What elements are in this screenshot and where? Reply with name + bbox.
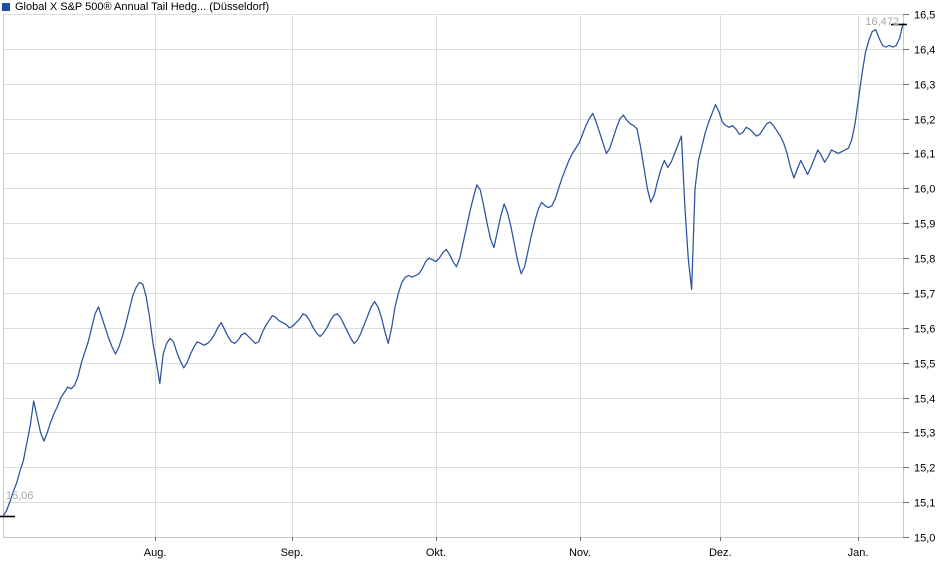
- y-axis-tick-label: 15,2: [914, 463, 935, 475]
- x-axis-tick-label: Aug.: [144, 547, 167, 559]
- price-series-line: [2, 23, 904, 517]
- y-axis-tick-label: 16,0: [914, 184, 935, 196]
- x-axis-tick-label: Sep.: [281, 547, 304, 559]
- x-axis-tick-label: Nov.: [569, 547, 591, 559]
- y-axis-tick-label: 15,7: [914, 289, 935, 301]
- y-axis-tick-label: 15,8: [914, 254, 935, 266]
- y-axis-labels: 16,5 16,4 16,3 16,2 16,1 16,0 15,9 15,8 15,7 15,6…: [914, 10, 935, 545]
- series-color-swatch-icon: [2, 3, 10, 11]
- x-axis-tick-label: Dez.: [709, 547, 732, 559]
- y-axis-tick-label: 15,9: [914, 219, 935, 231]
- chart-title-bar: Global X S&P 500® Annual Tail Hedg... (D…: [0, 0, 940, 14]
- page-title: Global X S&P 500® Annual Tail Hedg... (D…: [15, 1, 270, 13]
- y-axis-tick-label: 15,6: [914, 324, 935, 336]
- y-axis-tick-label: 16,4: [914, 45, 935, 57]
- y-axis-tick-label: 16,1: [914, 149, 935, 161]
- horizontal-gridlines: [3, 14, 903, 538]
- y-axis-tick-label: 16,3: [914, 80, 935, 92]
- y-axis-tick-label: 15,1: [914, 498, 935, 510]
- y-axis-tick-label: 16,5: [914, 10, 935, 22]
- x-axis-tick-label: Okt.: [426, 547, 446, 559]
- first-value-label: 15,06: [6, 490, 34, 502]
- vertical-gridlines: [155, 14, 859, 537]
- y-axis-tick-label: 15,3: [914, 428, 935, 440]
- y-axis-tick-marks: [903, 14, 909, 538]
- y-axis-tick-label: 15,4: [914, 394, 935, 406]
- x-axis-tick-label: Jan.: [848, 547, 869, 559]
- y-axis-tick-label: 15,5: [914, 359, 935, 371]
- y-axis-tick-label: 16,2: [914, 115, 935, 127]
- plot-area-frame: [3, 14, 904, 538]
- endpoint-markers: [0, 23, 907, 518]
- x-axis-labels: Aug. Sep. Okt. Nov. Dez. Jan.: [144, 537, 869, 559]
- y-axis-tick-label: 15,0: [914, 533, 935, 545]
- last-value-label: 16,472: [865, 16, 899, 28]
